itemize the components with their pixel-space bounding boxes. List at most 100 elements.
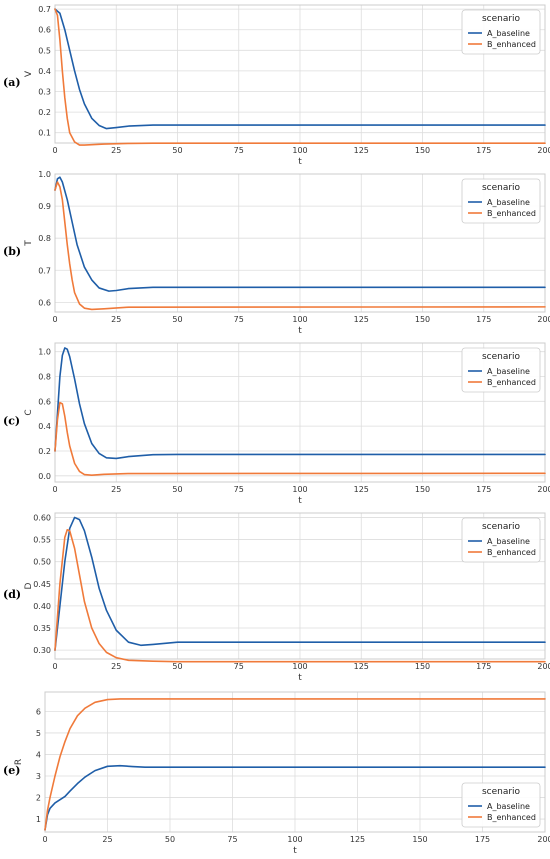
plot-frame: [44, 691, 546, 833]
x-tick-label: 75: [234, 146, 244, 155]
x-tick-label: 50: [172, 485, 182, 494]
x-tick-label: 125: [354, 146, 369, 155]
x-tick-label: 175: [476, 315, 491, 324]
legend: scenario A_baseline B_enhanced: [461, 347, 541, 393]
x-tick-label: 25: [111, 315, 121, 324]
x-tick-label: 150: [415, 485, 430, 494]
y-axis-label: D: [24, 582, 34, 589]
x-tick-label: 125: [350, 835, 365, 844]
legend-label-A_baseline: A_baseline: [487, 537, 530, 546]
y-tick-label: 0.5: [38, 46, 51, 55]
x-tick-label: 200: [537, 662, 550, 671]
x-tick-label: 125: [354, 662, 369, 671]
y-tick-label: 0.55: [33, 536, 51, 545]
x-tick-label: 200: [537, 835, 550, 844]
chart-panel-1: 0 25 50 75 100 125 150 175 200 0.6 0.7 0.8 0.9 1.0 t T(…: [3, 170, 550, 336]
x-tick-label: 0: [42, 835, 47, 844]
y-tick-label: 6: [36, 707, 41, 716]
x-tick-label: 75: [227, 835, 237, 844]
y-tick-label: 0.7: [38, 266, 51, 275]
y-tick-label: 2: [36, 794, 41, 803]
y-tick-label: 0.1: [38, 129, 51, 138]
y-axis-label: R: [14, 759, 24, 765]
x-tick-label: 150: [412, 835, 427, 844]
chart-panel-0: 0 25 50 75 100 125 150 175 200 0.1 0.2 0.3 0.4 0.5 0.6…: [3, 4, 550, 167]
x-tick-label: 25: [111, 485, 121, 494]
legend-box: [461, 9, 541, 55]
x-tick-label: 175: [476, 485, 491, 494]
panel-label: (b): [3, 245, 21, 258]
y-tick-label: 0.30: [33, 646, 51, 655]
x-tick-label: 125: [354, 315, 369, 324]
y-tick-label: 0.6: [38, 397, 51, 406]
panel-label: (a): [3, 76, 21, 89]
x-tick-label: 200: [537, 315, 550, 324]
x-tick-label: 200: [537, 485, 550, 494]
x-tick-label: 25: [111, 146, 121, 155]
x-tick-label: 25: [111, 662, 121, 671]
y-tick-label: 0.6: [38, 298, 51, 307]
y-tick-label: 0.40: [33, 602, 51, 611]
x-tick-label: 50: [172, 315, 182, 324]
plot-frame: [54, 173, 546, 313]
x-tick-label: 75: [234, 662, 244, 671]
legend-label-A_baseline: A_baseline: [487, 198, 530, 207]
chart-panel-2: 0 25 50 75 100 125 150 175 200 0.0 0.2 0.4 0.6 0.8 1.0…: [3, 342, 550, 506]
series-line-B_enhanced: [44, 698, 546, 831]
y-tick-label: 0.3: [38, 88, 51, 97]
y-tick-label: 5: [36, 729, 41, 738]
x-tick-label: 25: [102, 835, 112, 844]
x-tick-label: 0: [52, 485, 57, 494]
legend-box: [461, 782, 541, 828]
x-tick-label: 150: [415, 662, 430, 671]
x-tick-label: 75: [234, 315, 244, 324]
legend: scenario A_baseline B_enhanced: [461, 782, 541, 828]
y-tick-label: 3: [36, 772, 41, 781]
legend-title: scenario: [482, 14, 521, 24]
series-line-B_enhanced: [54, 181, 546, 311]
x-tick-label: 175: [476, 146, 491, 155]
y-tick-label: 0.4: [38, 422, 51, 431]
y-tick-label: 0.60: [33, 513, 51, 522]
y-axis-label: V: [24, 70, 34, 77]
x-axis-label: t: [298, 673, 302, 683]
x-tick-label: 100: [292, 662, 307, 671]
y-tick-label: 0.7: [38, 5, 51, 14]
legend-box: [461, 178, 541, 224]
x-tick-label: 100: [292, 485, 307, 494]
x-tick-label: 0: [52, 315, 57, 324]
x-tick-label: 75: [234, 485, 244, 494]
series-line-B_enhanced: [54, 8, 546, 146]
legend: scenario A_baseline B_enhanced: [461, 9, 541, 55]
chart-panel-4: 0 25 50 75 100 125 150 175 200 1 2 3 4 5 6 t R(e) scenari…: [3, 691, 550, 856]
y-tick-label: 1: [36, 815, 41, 824]
y-tick-label: 0.4: [38, 67, 51, 76]
y-tick-label: 0.8: [38, 234, 51, 243]
series-line-B_enhanced: [54, 529, 546, 663]
y-tick-label: 1.0: [38, 348, 51, 357]
series-line-B_enhanced: [54, 401, 546, 476]
chart-panel-3: 0 25 50 75 100 125 150 175 200 0.30 0.35 0.40 0.45 0.…: [3, 512, 550, 683]
x-tick-label: 100: [292, 315, 307, 324]
x-axis-label: t: [298, 326, 302, 336]
y-tick-label: 0.50: [33, 558, 51, 567]
legend-title: scenario: [482, 522, 521, 532]
legend-label-A_baseline: A_baseline: [487, 29, 530, 38]
panel-label: (d): [3, 588, 21, 601]
series-line-A_baseline: [44, 764, 546, 831]
x-tick-label: 150: [415, 315, 430, 324]
legend-title: scenario: [482, 787, 521, 797]
legend-label-B_enhanced: B_enhanced: [487, 378, 536, 387]
plot-frame: [54, 512, 546, 660]
x-tick-label: 200: [537, 146, 550, 155]
legend-label-B_enhanced: B_enhanced: [487, 209, 536, 218]
x-axis-label: t: [298, 157, 302, 167]
y-tick-label: 0.2: [38, 447, 51, 456]
x-tick-label: 175: [475, 835, 490, 844]
legend-label-A_baseline: A_baseline: [487, 367, 530, 376]
legend-label-B_enhanced: B_enhanced: [487, 548, 536, 557]
panel-label: (e): [3, 764, 20, 777]
series-line-A_baseline: [54, 516, 546, 651]
x-axis-label: t: [298, 496, 302, 506]
